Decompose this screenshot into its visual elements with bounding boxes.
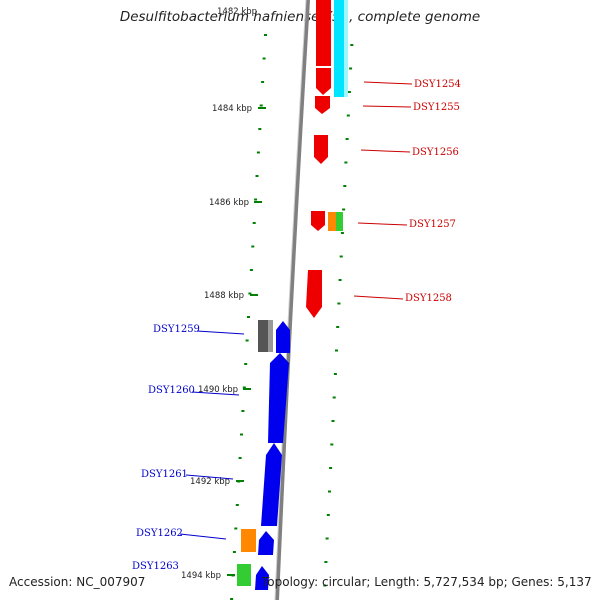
gene-arrow-dsy1257-red — [311, 211, 325, 231]
gene-block-dsy1262-orange — [241, 529, 256, 552]
gene-arrow-dsy1261 — [261, 443, 282, 526]
minor-tick — [254, 198, 258, 201]
minor-tick — [235, 504, 239, 506]
genome-title: Desulfitobacterium hafniense Y51, comple… — [119, 9, 481, 25]
minor-tick — [255, 175, 259, 177]
minor-tick — [251, 245, 255, 248]
gene-label-dsy1257: DSY1257 — [409, 219, 456, 230]
minor-tick — [261, 81, 265, 83]
scale-label-1490: 1490 kbp — [198, 385, 238, 395]
gene-feature-bottom-strand — [237, 320, 290, 590]
right-tick-track — [323, 44, 354, 587]
gene-feature-top-strand — [306, 0, 348, 318]
minor-tick — [234, 527, 238, 530]
minor-tick — [350, 44, 354, 46]
gene-arrow-dsy1263 — [255, 566, 269, 590]
minor-tick — [329, 467, 333, 469]
gene-label-dsy1259: DSY1259 — [153, 324, 200, 335]
minor-tick — [337, 302, 341, 305]
gene-label-dsy1258: DSY1258 — [405, 293, 452, 304]
minor-tick — [241, 410, 245, 412]
gene-arrow-dsy1260 — [268, 353, 289, 443]
scale-label-1486: 1486 kbp — [209, 198, 249, 208]
genome-backbone — [275, 0, 310, 600]
minor-tick — [346, 114, 350, 117]
gene-arrow-dsy1262 — [258, 531, 274, 555]
minor-tick — [232, 551, 236, 553]
minor-tick — [248, 292, 252, 295]
scale-label-1492: 1492 kbp — [190, 477, 230, 487]
minor-tick — [256, 151, 260, 154]
minor-tick — [230, 598, 234, 600]
minor-tick — [259, 104, 263, 107]
gene-arrow-dsy1259 — [276, 321, 290, 353]
minor-tick — [324, 561, 328, 563]
gene-label-dsy1263: DSY1263 — [132, 561, 179, 572]
minor-tick — [247, 316, 250, 318]
scale-label-1482: 1482 kbp — [217, 7, 257, 17]
gene-arrow-dsy1254 — [316, 68, 331, 95]
minor-tick — [349, 67, 353, 70]
minor-tick — [336, 326, 340, 328]
left-tick-track — [230, 34, 267, 600]
minor-tick — [262, 57, 266, 60]
minor-tick — [339, 255, 343, 258]
topology-text: Topology: circular; Length: 5,727,534 bp… — [262, 575, 592, 589]
genome-backbone-highlight — [274, 0, 307, 600]
minor-tick — [240, 433, 243, 436]
gene-label-dsy1260: DSY1260 — [148, 385, 195, 396]
gene-block-dsy1257-orange — [328, 212, 336, 231]
minor-tick — [264, 34, 267, 36]
scale-label-1488: 1488 kbp — [204, 291, 244, 301]
minor-tick — [238, 457, 242, 459]
gene-label-dsy1261: DSY1261 — [141, 469, 188, 480]
accession-text: Accession: NC_007907 — [9, 575, 146, 589]
minor-tick — [331, 420, 335, 422]
minor-tick — [323, 584, 327, 587]
minor-tick — [340, 232, 344, 234]
minor-tick — [333, 373, 337, 375]
gene-arrow-dsy1256 — [314, 135, 328, 164]
minor-tick — [326, 514, 330, 516]
gene-label-dsy1254: DSY1254 — [414, 79, 461, 90]
minor-tick — [335, 349, 338, 352]
minor-tick — [342, 208, 346, 211]
gene-block-red — [316, 0, 331, 66]
gene-label-dsy1255: DSY1255 — [413, 102, 460, 113]
gene-block-dsy1263-green — [237, 564, 251, 586]
scale-label-1484: 1484 kbp — [212, 104, 252, 114]
minor-tick — [343, 185, 347, 187]
gene-arrow-dsy1255 — [315, 96, 330, 114]
minor-tick — [332, 396, 336, 399]
minor-tick — [328, 490, 331, 493]
minor-tick — [344, 161, 348, 164]
minor-tick — [258, 128, 262, 130]
minor-tick — [347, 91, 351, 93]
minor-tick — [244, 363, 248, 365]
bottom-strand-leader-lines — [179, 330, 245, 540]
gene-label-dsy1256: DSY1256 — [412, 147, 459, 158]
scale-label-1494: 1494 kbp — [181, 571, 221, 581]
top-strand-leader-lines — [353, 81, 413, 300]
minor-tick — [338, 279, 342, 281]
gene-block-dsy1257-green — [336, 212, 343, 231]
minor-tick — [252, 222, 256, 224]
minor-tick — [249, 269, 253, 271]
minor-tick — [345, 138, 349, 140]
gene-block-cyan-shade — [344, 0, 348, 97]
minor-tick — [245, 339, 249, 342]
gene-block-dsy1259-gray-shade — [268, 320, 273, 352]
gene-arrow-dsy1258 — [306, 270, 322, 318]
minor-tick — [330, 443, 334, 446]
minor-tick — [242, 386, 246, 389]
minor-tick — [325, 537, 329, 540]
gene-label-dsy1262: DSY1262 — [136, 528, 183, 539]
